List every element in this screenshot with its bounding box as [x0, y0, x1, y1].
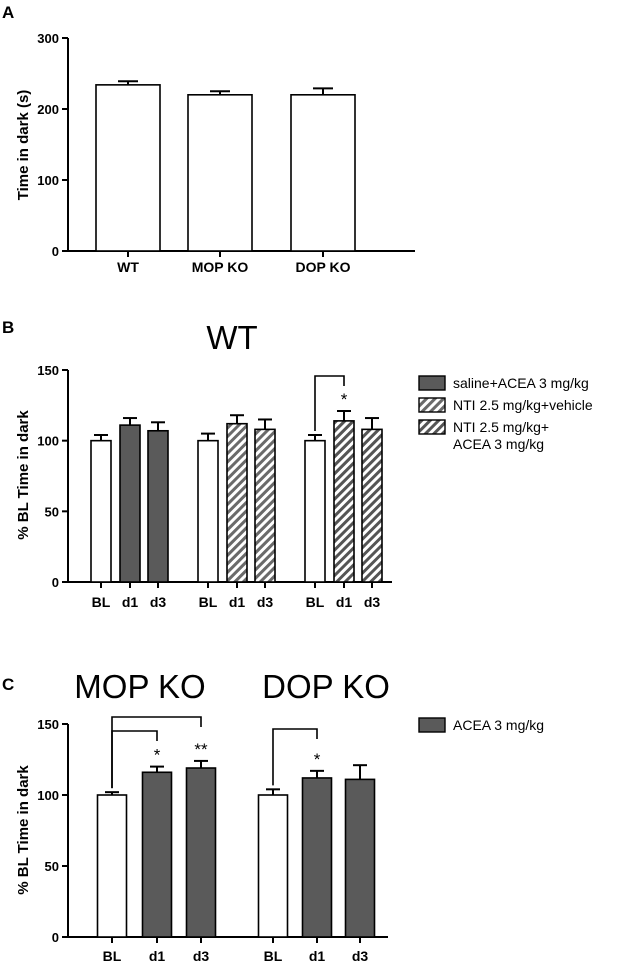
x-tick-label: d1 — [149, 948, 166, 964]
bar-d1 — [226, 422, 248, 583]
bar-d1 — [301, 777, 333, 938]
x-tick-label: d3 — [364, 594, 381, 610]
y-tick-label: 100 — [37, 788, 59, 803]
significance-label: ** — [194, 740, 208, 759]
panel-b-legend: saline+ACEA 3 mg/kg NTI 2.5 mg/kg+vehicle… — [418, 375, 593, 452]
y-tick-label: 50 — [45, 859, 59, 874]
bar-d3 — [147, 429, 169, 583]
significance-label: * — [341, 390, 348, 409]
x-tick-label: WT — [117, 259, 139, 275]
x-tick-label: d3 — [257, 594, 274, 610]
x-tick-label: BL — [264, 948, 283, 964]
bar-bl — [257, 794, 289, 938]
x-tick-label: BL — [306, 594, 325, 610]
bar-d3 — [361, 428, 383, 583]
panel-c-letter: C — [2, 675, 14, 694]
x-tick-label: d1 — [229, 594, 246, 610]
x-tick-label: DOP KO — [296, 259, 351, 275]
legend-label: ACEA 3 mg/kg — [453, 436, 544, 452]
y-tick-label: 300 — [37, 31, 59, 46]
panel-b-axes: 0 50 100 150 BL d1 d3 BL d1 d3 BL d1 d3 * — [37, 363, 392, 610]
panel-c-ylabel: % BL Time in dark — [15, 765, 32, 895]
panel-c-title-dop: DOP KO — [262, 668, 390, 705]
x-tick-label: d3 — [352, 948, 369, 964]
bar-d3 — [185, 767, 217, 938]
legend-swatch — [418, 717, 446, 733]
panel-c-title-mop: MOP KO — [74, 668, 205, 705]
legend-swatch — [418, 397, 446, 413]
x-tick-label: BL — [92, 594, 111, 610]
legend-label: NTI 2.5 mg/kg+ — [453, 419, 549, 435]
x-tick-label: d3 — [150, 594, 167, 610]
y-tick-label: 100 — [37, 434, 59, 449]
bar-d1 — [141, 771, 173, 938]
significance-label: * — [154, 746, 161, 765]
bar-bl — [197, 439, 219, 583]
x-tick-label: MOP KO — [192, 259, 249, 275]
panel-c: C MOP KO DOP KO % BL Time in dark 0 50 100… — [2, 668, 544, 964]
bar-bl — [304, 439, 326, 583]
x-tick-label: BL — [199, 594, 218, 610]
x-tick-label: BL — [103, 948, 122, 964]
x-tick-label: d1 — [309, 948, 326, 964]
x-tick-label: d1 — [336, 594, 353, 610]
panel-a-axes: 0 100 200 300 WT MOP KO DOP KO — [37, 31, 415, 275]
y-tick-label: 0 — [52, 575, 59, 590]
y-tick-label: 150 — [37, 363, 59, 378]
y-tick-label: 0 — [52, 244, 59, 259]
panel-b: B WT % BL Time in dark 0 50 100 150 BL d1 d3 BL… — [2, 318, 593, 610]
significance-bracket — [272, 728, 318, 786]
panel-b-letter: B — [2, 318, 14, 337]
panel-a: A Time in dark (s) 0 100 200 300 WT MOP KO DOP… — [2, 3, 415, 275]
panel-a-ylabel: Time in dark (s) — [15, 90, 32, 201]
bar-mop-ko — [187, 94, 253, 252]
bar-d3 — [344, 778, 376, 938]
y-tick-label: 50 — [45, 504, 59, 519]
legend-label: ACEA 3 mg/kg — [453, 717, 544, 733]
significance-bracket — [314, 375, 345, 432]
y-tick-label: 200 — [37, 102, 59, 117]
bar-dop-ko — [290, 94, 356, 252]
panel-b-ylabel: % BL Time in dark — [15, 410, 32, 540]
bar-d1 — [119, 424, 141, 583]
legend-label: saline+ACEA 3 mg/kg — [453, 375, 589, 391]
significance-label: * — [314, 750, 321, 769]
bar-bl — [90, 439, 112, 583]
y-tick-label: 150 — [37, 717, 59, 732]
panel-c-legend: ACEA 3 mg/kg — [418, 717, 544, 733]
x-tick-label: d1 — [122, 594, 139, 610]
legend-swatch — [418, 419, 446, 435]
bar-bl — [96, 794, 128, 938]
panel-b-title: WT — [206, 319, 257, 356]
bar-wt — [95, 84, 161, 252]
legend-swatch — [418, 375, 446, 391]
bar-d3 — [254, 428, 276, 583]
bar-d1 — [333, 420, 355, 583]
x-tick-label: d3 — [193, 948, 210, 964]
significance-bracket — [111, 716, 202, 789]
legend-label: NTI 2.5 mg/kg+vehicle — [453, 397, 593, 413]
panel-a-letter: A — [2, 3, 14, 22]
y-tick-label: 0 — [52, 930, 59, 945]
y-tick-label: 100 — [37, 173, 59, 188]
